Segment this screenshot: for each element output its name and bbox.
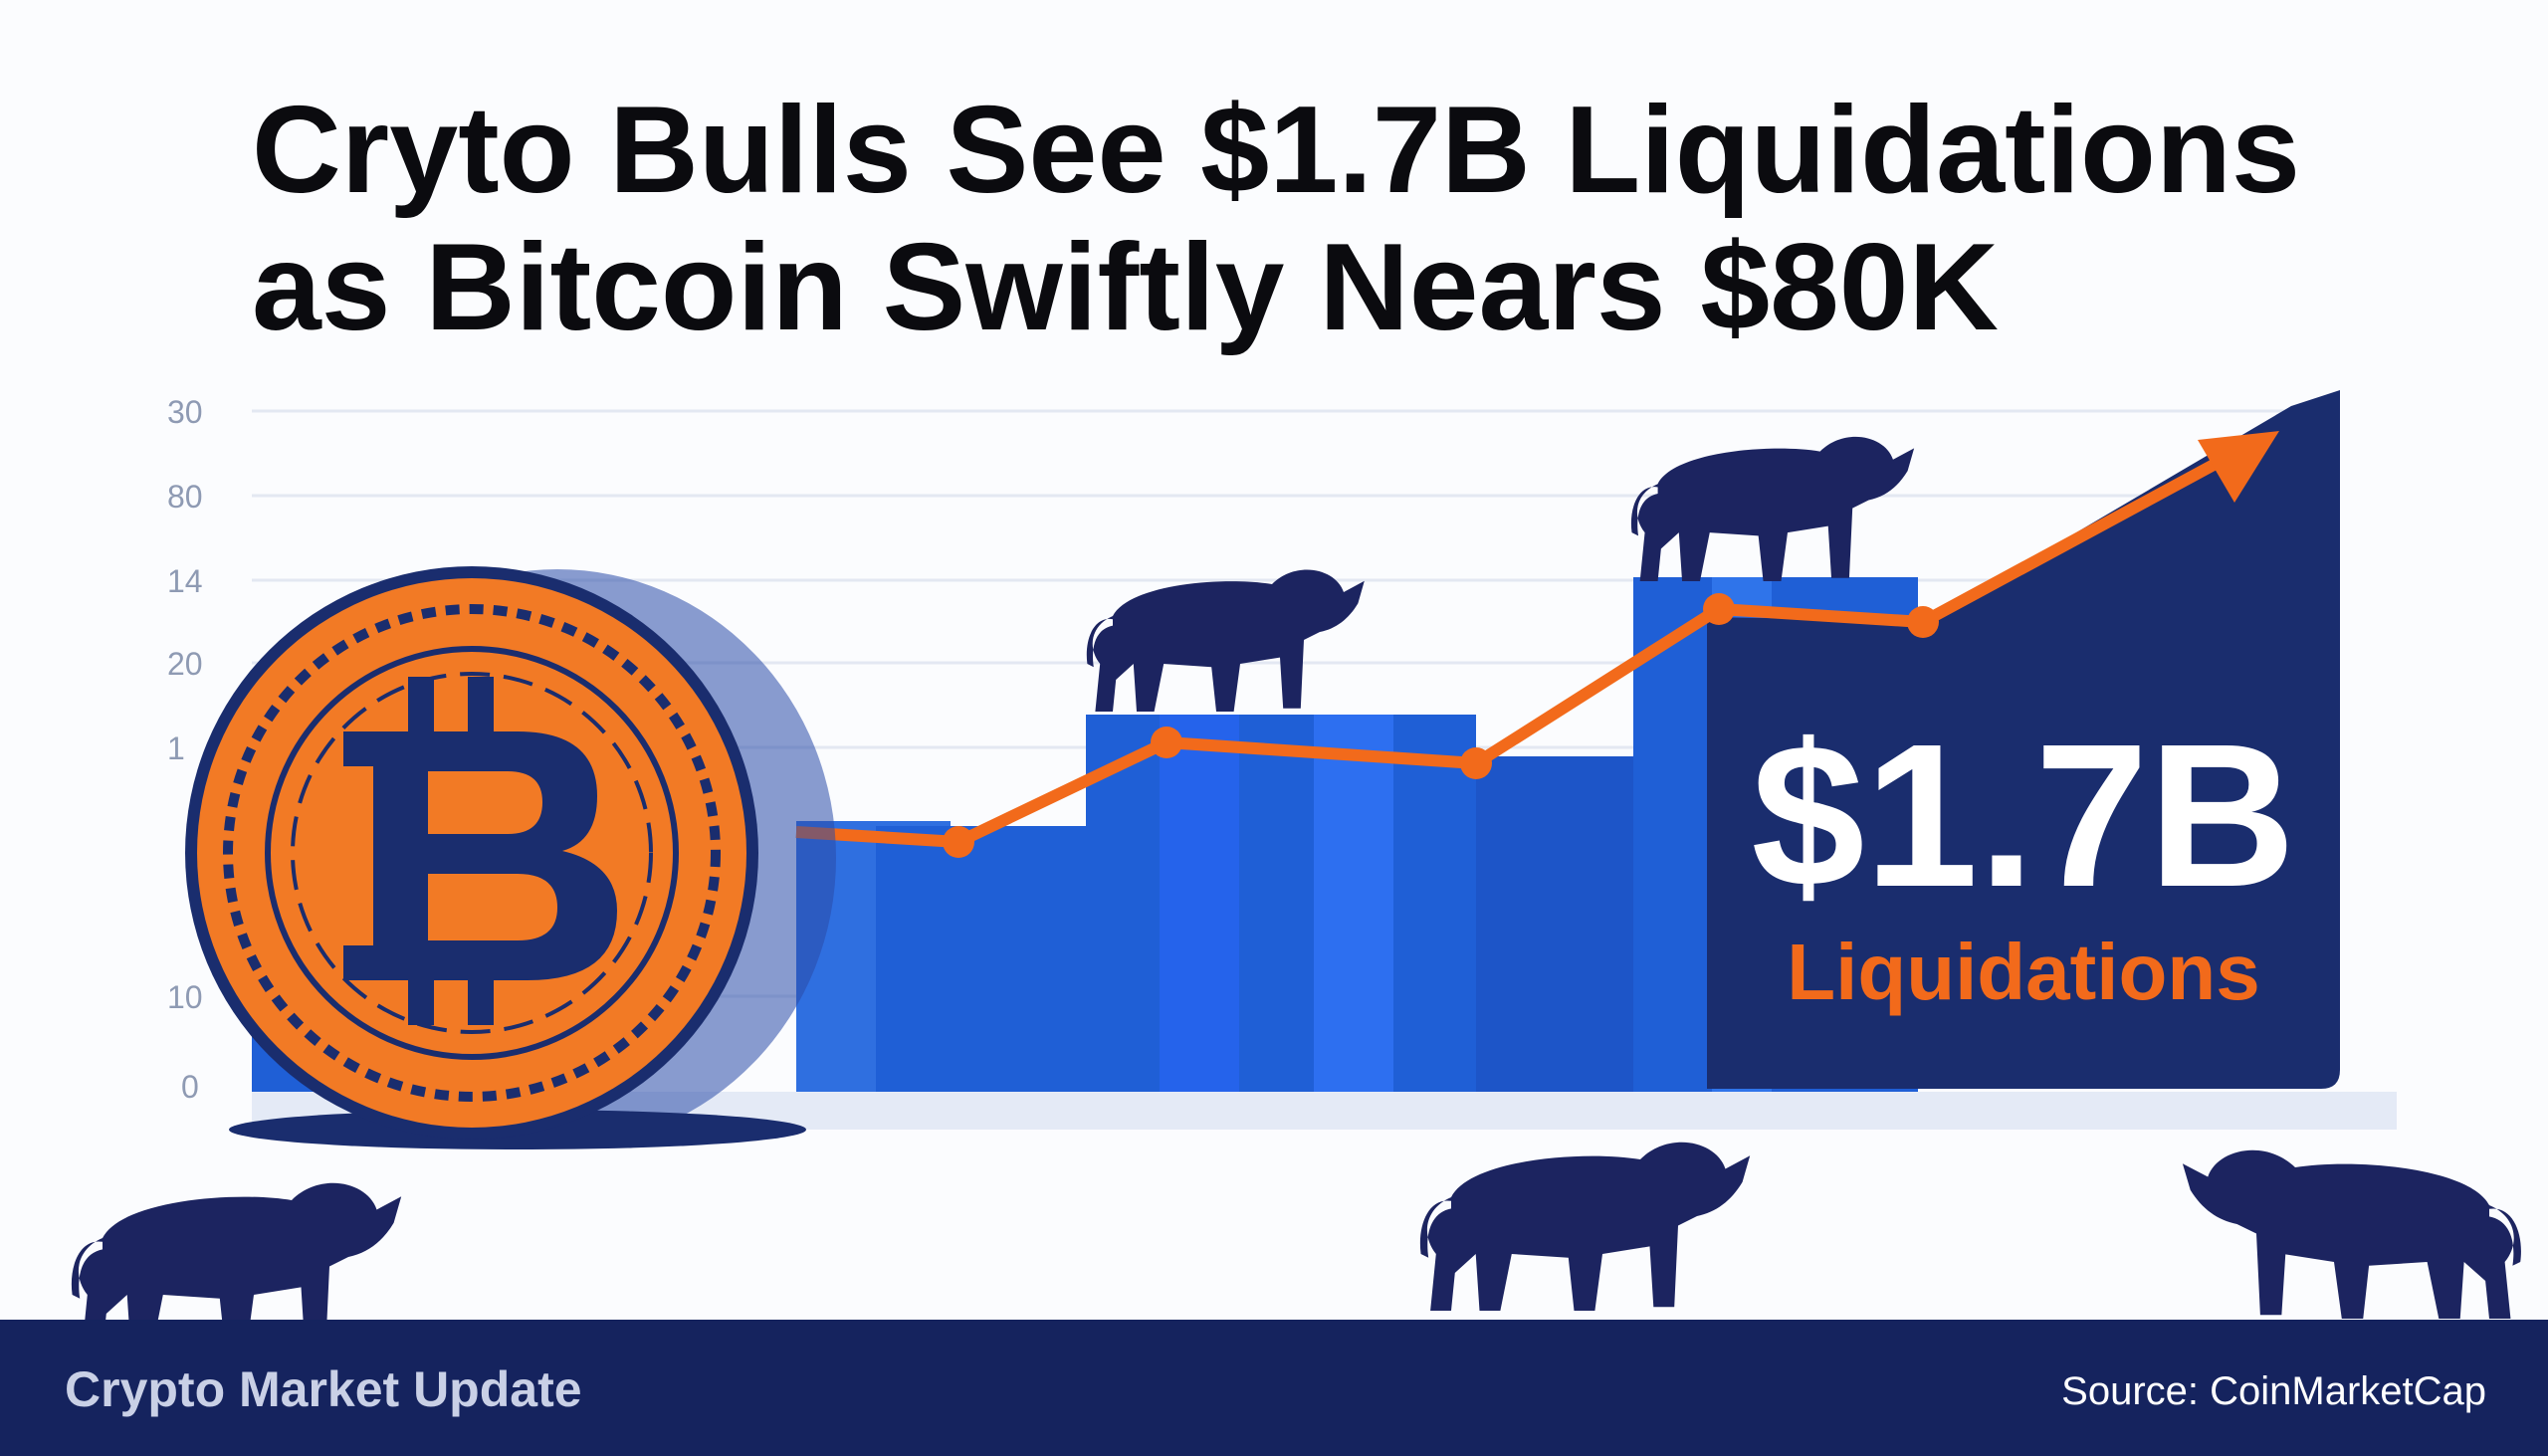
axis-label: 1: [167, 730, 185, 766]
trend-arrowhead: [2198, 431, 2279, 503]
trend-point: [1907, 606, 1939, 638]
footer-source: Source: CoinMarketCap: [2061, 1369, 2486, 1413]
chart-bar: [876, 826, 1095, 1092]
trend-point: [943, 826, 974, 858]
symbol-part: [408, 677, 434, 736]
callout-amount: $1.7B: [1751, 702, 2295, 930]
axis-label: 80: [167, 479, 203, 515]
symbol-b: [343, 731, 617, 980]
axis-labels: 30 80 14 20 1 10 0: [167, 394, 203, 1105]
trend-points: [943, 593, 1939, 858]
headline-line: Cryto Bulls See $1.7B Liquidations: [252, 82, 2300, 219]
headline-line: as Bitcoin Swiftly Nears $80K: [252, 219, 1999, 356]
footer-bar: [0, 1320, 2548, 1456]
trend-point: [1151, 727, 1182, 758]
chart-bar: [1314, 715, 1393, 1092]
axis-label: 20: [167, 646, 203, 682]
axis-label: 30: [167, 394, 203, 430]
symbol-part: [468, 677, 494, 736]
axis-label: 0: [181, 1069, 199, 1105]
chart-bar: [1086, 715, 1476, 1092]
axis-label: 14: [167, 563, 203, 599]
trend-point: [1460, 747, 1492, 779]
coin-ring: [223, 604, 721, 1102]
bitcoin-symbol: [343, 677, 617, 1025]
coin-ring: [265, 646, 679, 1060]
chart-bar: [1476, 756, 1635, 1092]
coin-ring: [291, 672, 653, 1034]
callout-panel: [1707, 390, 2340, 1089]
chart-bar: [1160, 715, 1239, 1092]
callout-label: Liquidations: [1787, 928, 2260, 1016]
bitcoin-coin: [185, 566, 836, 1149]
trend-point: [1703, 593, 1735, 625]
footer-left: Crypto Market Update: [65, 1361, 582, 1417]
axis-label: 10: [167, 979, 203, 1015]
